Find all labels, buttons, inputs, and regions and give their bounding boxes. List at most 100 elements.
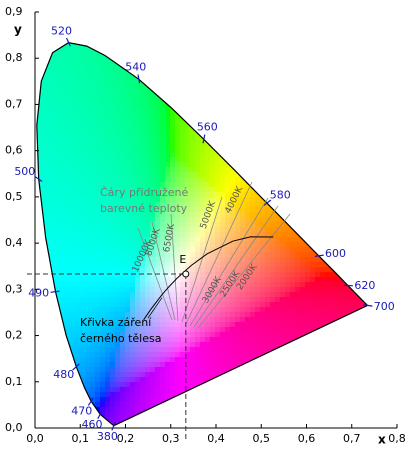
- color-cell: [135, 247, 141, 253]
- color-cell: [110, 77, 116, 83]
- color-cell: [165, 117, 171, 123]
- color-cell: [315, 257, 321, 263]
- color-cell: [190, 297, 196, 303]
- color-cell: [145, 182, 151, 188]
- color-cell: [305, 232, 311, 238]
- color-cell: [160, 377, 166, 383]
- color-cell: [290, 362, 296, 368]
- color-cell: [140, 157, 146, 163]
- color-cell: [145, 382, 151, 388]
- color-cell: [150, 147, 156, 153]
- color-cell: [100, 272, 106, 278]
- color-cell: [270, 332, 276, 338]
- color-cell: [210, 187, 216, 193]
- color-cell: [230, 422, 236, 426]
- color-cell: [240, 257, 246, 263]
- color-cell: [180, 232, 186, 238]
- color-cell: [210, 402, 216, 408]
- color-cell: [115, 212, 121, 218]
- color-cell: [180, 252, 186, 258]
- color-cell: [180, 327, 186, 333]
- color-cell: [190, 277, 196, 283]
- color-cell: [285, 242, 291, 248]
- color-cell: [310, 407, 316, 413]
- color-cell: [125, 227, 131, 233]
- color-cell: [310, 362, 316, 368]
- color-cell: [175, 237, 181, 243]
- color-cell: [60, 382, 66, 388]
- color-cell: [175, 257, 181, 263]
- color-cell: [80, 307, 86, 313]
- color-cell: [65, 187, 71, 193]
- color-cell: [305, 377, 311, 383]
- color-cell: [310, 282, 316, 288]
- color-cell: [335, 287, 341, 293]
- color-cell: [195, 112, 201, 118]
- color-cell: [210, 272, 216, 278]
- color-cell: [60, 392, 66, 398]
- color-cell: [36, 202, 41, 208]
- color-cell: [120, 177, 126, 183]
- color-cell: [270, 387, 276, 393]
- color-cell: [160, 157, 166, 163]
- color-cell: [45, 317, 51, 323]
- color-cell: [250, 287, 256, 293]
- color-cell: [335, 372, 341, 378]
- color-cell: [215, 292, 221, 298]
- color-cell: [50, 197, 56, 203]
- color-cell: [80, 162, 86, 168]
- color-cell: [260, 277, 266, 283]
- color-cell: [110, 82, 116, 88]
- color-cell: [140, 322, 146, 328]
- color-cell: [380, 382, 386, 388]
- color-cell: [85, 202, 91, 208]
- color-cell: [240, 337, 246, 343]
- color-cell: [85, 357, 91, 363]
- color-cell: [310, 297, 316, 303]
- color-cell: [110, 347, 116, 353]
- color-cell: [110, 252, 116, 258]
- color-cell: [355, 332, 361, 338]
- color-cell: [175, 187, 181, 193]
- color-cell: [155, 207, 161, 213]
- color-cell: [70, 322, 76, 328]
- color-cell: [180, 192, 186, 198]
- color-cell: [105, 137, 111, 143]
- color-cell: [40, 167, 46, 173]
- color-cell: [150, 157, 156, 163]
- color-cell: [315, 402, 321, 408]
- color-cell: [105, 67, 111, 73]
- color-cell: [340, 422, 346, 426]
- color-cell: [120, 327, 126, 333]
- color-cell: [45, 97, 51, 103]
- color-cell: [180, 337, 186, 343]
- color-cell: [280, 237, 286, 243]
- color-cell: [225, 277, 231, 283]
- color-cell: [155, 97, 161, 103]
- color-cell: [150, 77, 156, 83]
- color-cell: [185, 267, 191, 273]
- color-cell: [50, 42, 56, 48]
- color-cell: [85, 367, 91, 373]
- color-cell: [90, 177, 96, 183]
- color-cell: [85, 382, 91, 388]
- color-cell: [130, 107, 136, 113]
- color-cell: [140, 282, 146, 288]
- color-cell: [385, 377, 391, 383]
- color-cell: [165, 332, 171, 338]
- color-cell: [50, 102, 56, 108]
- color-cell: [135, 102, 141, 108]
- color-cell: [105, 47, 111, 53]
- color-cell: [130, 202, 136, 208]
- color-cell: [125, 342, 131, 348]
- color-cell: [310, 262, 316, 268]
- color-cell: [320, 412, 326, 418]
- color-cell: [70, 262, 76, 268]
- color-cell: [125, 52, 131, 58]
- color-cell: [250, 187, 256, 193]
- color-cell: [75, 87, 81, 93]
- color-cell: [210, 417, 216, 423]
- color-cell: [195, 312, 201, 318]
- color-cell: [190, 127, 196, 133]
